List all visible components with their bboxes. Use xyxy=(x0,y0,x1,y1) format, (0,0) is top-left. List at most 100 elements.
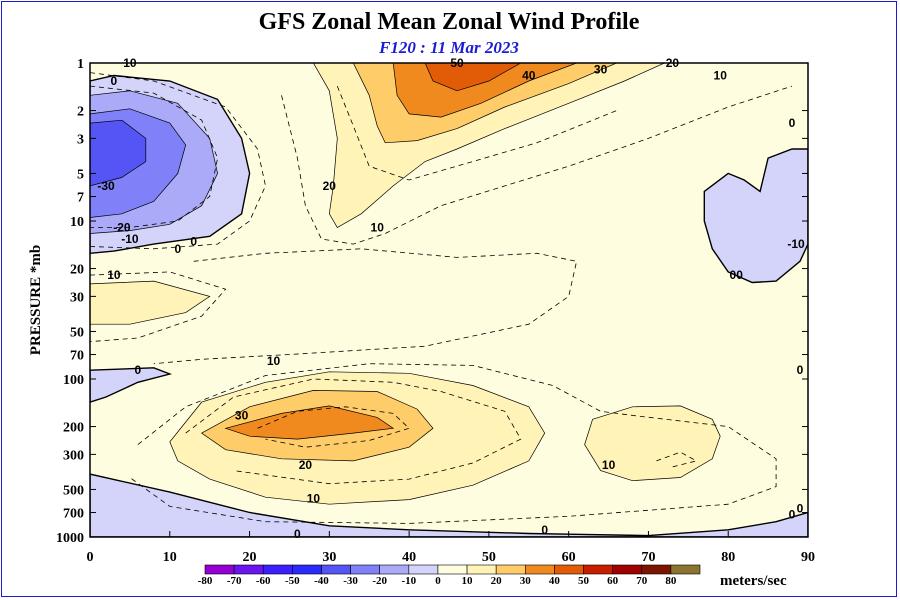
colorbar-swatch xyxy=(321,564,351,575)
x-tick-label: 30 xyxy=(322,550,336,565)
colorbar-swatch xyxy=(408,564,439,575)
colorbar-swatch xyxy=(583,564,613,575)
chart-title: GFS Zonal Mean Zonal Wind Profile xyxy=(259,9,640,35)
x-tick-label: 70 xyxy=(641,550,655,565)
colorbar-tick-label: -60 xyxy=(256,575,271,587)
contour-label: 40 xyxy=(522,69,536,83)
contour-region-east-30 xyxy=(90,119,147,187)
contour-label: 0 xyxy=(135,363,142,377)
contour-label: 0 xyxy=(789,508,796,522)
contour-label: 10 xyxy=(267,354,281,368)
contour-region-east-low xyxy=(90,473,808,537)
colorbar-swatch xyxy=(466,564,497,575)
x-tick-label: 40 xyxy=(402,550,416,565)
contour-region-west-trop-30 xyxy=(224,405,395,440)
y-tick-label: 300 xyxy=(63,448,84,463)
colorbar-swatch xyxy=(437,564,468,575)
contour-region-east-sfc xyxy=(90,367,173,403)
contour-label: -30 xyxy=(97,179,115,193)
x-tick-label: 0 xyxy=(87,550,94,565)
colorbar-tick-label: 60 xyxy=(607,575,619,587)
contour-label: -20 xyxy=(113,221,131,235)
y-tick-label: 200 xyxy=(63,421,84,436)
contour-label: 0 xyxy=(789,116,796,130)
y-axis-label: PRESSURE *mb xyxy=(28,245,44,355)
y-tick-label: 500 xyxy=(63,483,84,498)
colorbar-swatch xyxy=(612,564,643,575)
colorbar-swatch xyxy=(350,564,381,575)
colorbar-tick-label: -40 xyxy=(314,575,329,587)
contour-fills xyxy=(90,63,808,537)
colorbar: -80 -70 -60 -50 -40 -30 -20 -10 0 10 20 30 40 50 60 70 8… xyxy=(198,564,701,587)
colorbar-swatch xyxy=(641,564,672,575)
contour-region-west-upper-50 xyxy=(424,63,522,92)
colorbar-tick-label: 70 xyxy=(636,575,648,587)
y-tick-label: 2 xyxy=(77,105,84,120)
colorbar-tick-label: -50 xyxy=(285,575,300,587)
contour-region-west-sub-10 xyxy=(90,280,211,325)
colorbar-swatch xyxy=(233,564,264,575)
contour-label: -10 xyxy=(121,232,139,246)
contour-line-dash-east-15 xyxy=(90,85,219,228)
contour-label: 10 xyxy=(602,458,616,472)
colorbar-swatch xyxy=(670,564,701,575)
y-tick-label: 100 xyxy=(63,373,84,388)
contour-region-west-hl-10 xyxy=(584,405,721,482)
contour-line-dash-trop-15 xyxy=(185,378,522,485)
y-tick-label: 3 xyxy=(77,132,84,147)
x-tick-label: 50 xyxy=(482,550,496,565)
y-tick-label: 5 xyxy=(77,167,84,182)
colorbar-tick-label: 80 xyxy=(665,575,677,587)
contour-line-dash-sub-5 xyxy=(90,271,227,342)
contour-label: 0 xyxy=(541,523,548,537)
colorbar-tick-label: 0 xyxy=(435,575,441,587)
contour-label: 20 xyxy=(323,179,337,193)
colorbar-swatch xyxy=(554,564,584,575)
x-axis: 0 10 20 30 40 50 60 70 80 90 xyxy=(87,531,815,565)
colorbar-tick-label: 20 xyxy=(491,575,503,587)
contour-label: 30 xyxy=(235,408,249,422)
colorbar-tick-label: -20 xyxy=(372,575,387,587)
contour-label: 0 xyxy=(797,363,804,377)
contour-label: 10 xyxy=(714,69,728,83)
y-tick-label: 50 xyxy=(70,325,84,340)
chart-subtitle: F120 : 11 Mar 2023 xyxy=(378,38,519,57)
y-tick-label: 1 xyxy=(77,57,84,72)
contour-label: 30 xyxy=(594,63,608,77)
contour-label: 10 xyxy=(371,221,385,235)
x-tick-label: 80 xyxy=(721,550,735,565)
colorbar-swatch xyxy=(495,564,526,575)
x-tick-label: 60 xyxy=(562,550,576,565)
y-tick-label: 700 xyxy=(63,507,84,522)
colorbar-swatch xyxy=(379,564,410,575)
colorbar-tick-label: -80 xyxy=(198,575,213,587)
y-tick-label: 30 xyxy=(70,290,84,305)
y-tick-label: 70 xyxy=(70,349,84,364)
contour-label: 0 xyxy=(797,502,804,516)
contour-label: 0 xyxy=(294,527,301,541)
contour-label: 0 xyxy=(174,242,181,256)
contour-lines xyxy=(90,72,793,524)
contour-label: 20 xyxy=(299,458,313,472)
y-tick-label: 10 xyxy=(70,215,84,230)
colorbar-tick-label: 30 xyxy=(520,575,532,587)
colorbar-swatch xyxy=(262,564,293,575)
colorbar-tick-label: -10 xyxy=(401,575,416,587)
plot-border xyxy=(89,62,809,538)
x-tick-label: 90 xyxy=(801,550,815,565)
contour-line-dash-upper-15 xyxy=(281,85,793,245)
contour-label: 10 xyxy=(307,491,321,505)
contour-line-dash-trop-5 xyxy=(129,363,777,524)
colorbar-swatch xyxy=(204,564,235,575)
y-tick-label: 20 xyxy=(70,263,84,278)
colorbar-tick-label: -70 xyxy=(227,575,242,587)
colorbar-tick-label: 50 xyxy=(578,575,590,587)
colorbar-tick-label: 40 xyxy=(549,575,561,587)
x-tick-label: 10 xyxy=(163,550,177,565)
contour-line-dash-upper-25 xyxy=(336,85,617,181)
contour-line-dash-trop-25 xyxy=(257,406,410,448)
